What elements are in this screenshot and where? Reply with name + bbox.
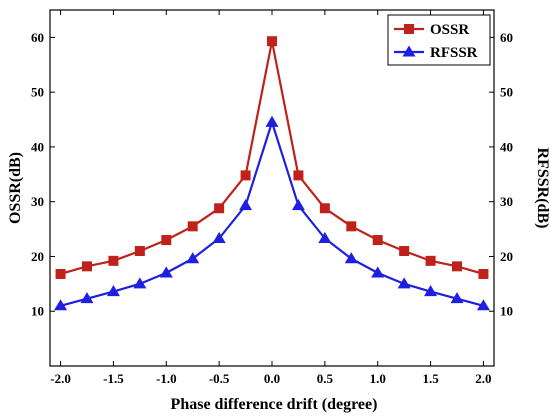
x-tick-label: -1.5	[103, 371, 124, 386]
x-tick-label: -1.0	[156, 371, 177, 386]
y-tick-label-right: 20	[500, 249, 513, 264]
x-tick-label: 2.0	[475, 371, 491, 386]
y-tick-label-right: 50	[500, 85, 513, 100]
y-axis-title-right: RFSSR(dB)	[534, 148, 550, 229]
data-point-ossr	[346, 221, 357, 232]
x-tick-label: 0.0	[264, 371, 280, 386]
x-tick-label: -0.5	[209, 371, 230, 386]
y-tick-label-right: 60	[500, 30, 513, 45]
data-point-rfssr	[54, 299, 68, 311]
y-tick-label-right: 40	[500, 139, 513, 154]
data-point-rfssr	[212, 231, 226, 243]
data-point-rfssr	[424, 285, 438, 297]
series-rfssr	[54, 115, 490, 311]
data-point-ossr	[372, 235, 383, 246]
x-axis-title: Phase difference drift (degree)	[171, 396, 378, 413]
data-point-ossr	[478, 268, 489, 279]
legend-marker-rfssr	[402, 45, 416, 57]
legend-box	[387, 14, 491, 66]
data-point-rfssr	[186, 252, 200, 264]
data-point-rfssr	[476, 299, 490, 311]
data-point-ossr	[187, 221, 198, 232]
data-point-ossr	[293, 170, 304, 181]
y-tick-label-left: 60	[31, 30, 44, 45]
data-point-rfssr	[291, 199, 305, 211]
series-layer	[54, 36, 490, 311]
y-tick-label-left: 40	[31, 139, 44, 154]
x-tick-label: 0.5	[317, 371, 334, 386]
data-point-rfssr	[344, 252, 358, 264]
data-point-rfssr	[106, 285, 120, 297]
data-point-ossr	[161, 235, 172, 246]
legend-label-ossr: OSSR	[430, 22, 469, 38]
data-point-ossr	[267, 36, 277, 47]
data-point-ossr	[214, 203, 225, 214]
x-tick-label: 1.5	[422, 371, 439, 386]
y-tick-label-right: 10	[500, 304, 513, 319]
data-point-ossr	[108, 255, 119, 266]
data-point-ossr	[82, 261, 92, 272]
data-point-ossr	[452, 261, 462, 272]
x-tick-label: -2.0	[50, 371, 71, 386]
data-point-ossr	[425, 255, 436, 266]
data-point-rfssr	[371, 266, 385, 278]
y-tick-label-left: 10	[31, 304, 44, 319]
legend-label-rfssr: RFSSR	[430, 45, 478, 61]
legend-marker-ossr	[404, 24, 414, 34]
data-point-ossr	[319, 203, 330, 214]
data-point-ossr	[399, 245, 410, 256]
data-point-rfssr	[450, 292, 464, 304]
data-point-ossr	[55, 268, 66, 279]
data-point-rfssr	[133, 277, 147, 289]
data-point-rfssr	[80, 292, 94, 304]
data-point-ossr	[134, 245, 145, 256]
y-axis-title-left: OSSR(dB)	[7, 152, 24, 224]
x-tick-label: 1.0	[370, 371, 386, 386]
y-tick-label-left: 20	[31, 249, 44, 264]
data-point-rfssr	[239, 199, 253, 211]
data-point-rfssr	[318, 231, 332, 243]
y-tick-label-left: 50	[31, 85, 44, 100]
series-line-rfssr	[60, 118, 484, 307]
data-point-rfssr	[397, 277, 411, 289]
series-ossr	[55, 36, 489, 279]
y-tick-label-right: 30	[500, 194, 513, 209]
data-point-ossr	[240, 170, 251, 181]
series-line-ossr	[60, 41, 484, 276]
data-point-rfssr	[265, 115, 279, 127]
axes: -2.0 -1.5 -1.0 -0.5 0.0 0.5 1.0 1.5 2.0 10 20 30 40 5…	[31, 9, 513, 386]
data-point-rfssr	[159, 266, 173, 278]
legend: OSSR RFSSR	[387, 14, 491, 66]
y-tick-label-left: 30	[31, 194, 44, 209]
